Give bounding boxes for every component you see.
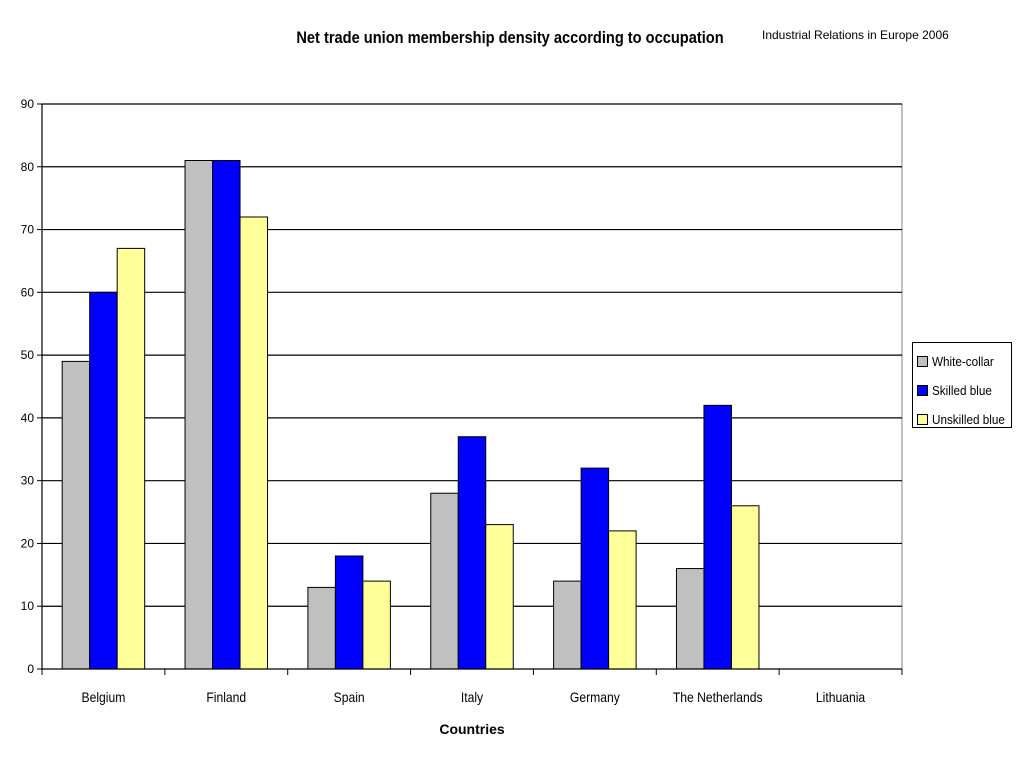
bar-unskilled-blue: [239, 216, 269, 670]
x-tick-label: The Netherlands: [673, 689, 763, 705]
bar-unskilled-blue: [116, 247, 146, 670]
bar-white-collar: [675, 568, 705, 670]
chart-title: Net trade union membership density accor…: [296, 28, 724, 47]
bar-white-collar: [553, 580, 582, 670]
y-tick-label: 20: [21, 536, 35, 550]
x-tick-label: Germany: [570, 689, 620, 705]
legend-swatch-unskilled-blue: [917, 414, 928, 425]
bar-skilled-blue: [212, 160, 241, 670]
x-tick-label: Belgium: [81, 689, 125, 705]
bar-unskilled-blue: [730, 505, 760, 670]
bar-skilled-blue: [580, 467, 610, 670]
y-tick-label: 0: [27, 662, 34, 676]
bar-unskilled-blue: [362, 580, 391, 670]
legend-item-white-collar: White-collar: [917, 347, 1011, 376]
legend: White-collar Skilled blue Unskilled blue: [912, 342, 1012, 428]
bar-white-collar: [61, 360, 91, 670]
legend-label: White-collar: [932, 354, 994, 369]
legend-item-unskilled-blue: Unskilled blue: [917, 405, 1011, 434]
bar-skilled-blue: [703, 404, 732, 670]
legend-swatch-white-collar: [917, 356, 928, 367]
x-axis-label: Countries: [439, 721, 505, 737]
y-tick-label: 10: [21, 599, 35, 613]
bar-skilled-blue: [89, 291, 118, 670]
y-tick-labels: 0 10 20 30 40 50 60 70 80 90: [21, 97, 35, 676]
y-tick-label: 60: [21, 285, 35, 299]
bar-white-collar: [430, 492, 459, 670]
y-tick-label: 40: [21, 411, 35, 425]
x-tick-label: Italy: [461, 689, 484, 705]
y-tick-label: 30: [21, 474, 35, 488]
y-tick-label: 90: [21, 97, 35, 111]
x-tick-label: Lithuania: [816, 689, 866, 705]
y-tick-label: 50: [21, 348, 35, 362]
legend-swatch-skilled-blue: [917, 385, 928, 396]
y-tick-label: 80: [21, 160, 35, 174]
x-tick-label: Spain: [334, 689, 365, 705]
axes: [37, 103, 903, 675]
source-note: Industrial Relations in Europe 2006: [762, 28, 949, 42]
legend-item-skilled-blue: Skilled blue: [917, 376, 1011, 405]
x-tick-label: Finland: [206, 689, 246, 705]
legend-label: Skilled blue: [932, 383, 992, 398]
bars: [61, 160, 760, 670]
bar-unskilled-blue: [485, 524, 514, 670]
bar-skilled-blue: [334, 555, 364, 670]
legend-label: Unskilled blue: [932, 412, 1005, 427]
bar-white-collar: [307, 586, 336, 670]
bar-skilled-blue: [457, 436, 487, 670]
y-tick-label: 70: [21, 223, 35, 237]
bar-unskilled-blue: [608, 530, 637, 670]
bar-white-collar: [184, 160, 214, 670]
x-tick-labels: Belgium Finland Spain Italy Germany The Nethe…: [81, 689, 866, 705]
